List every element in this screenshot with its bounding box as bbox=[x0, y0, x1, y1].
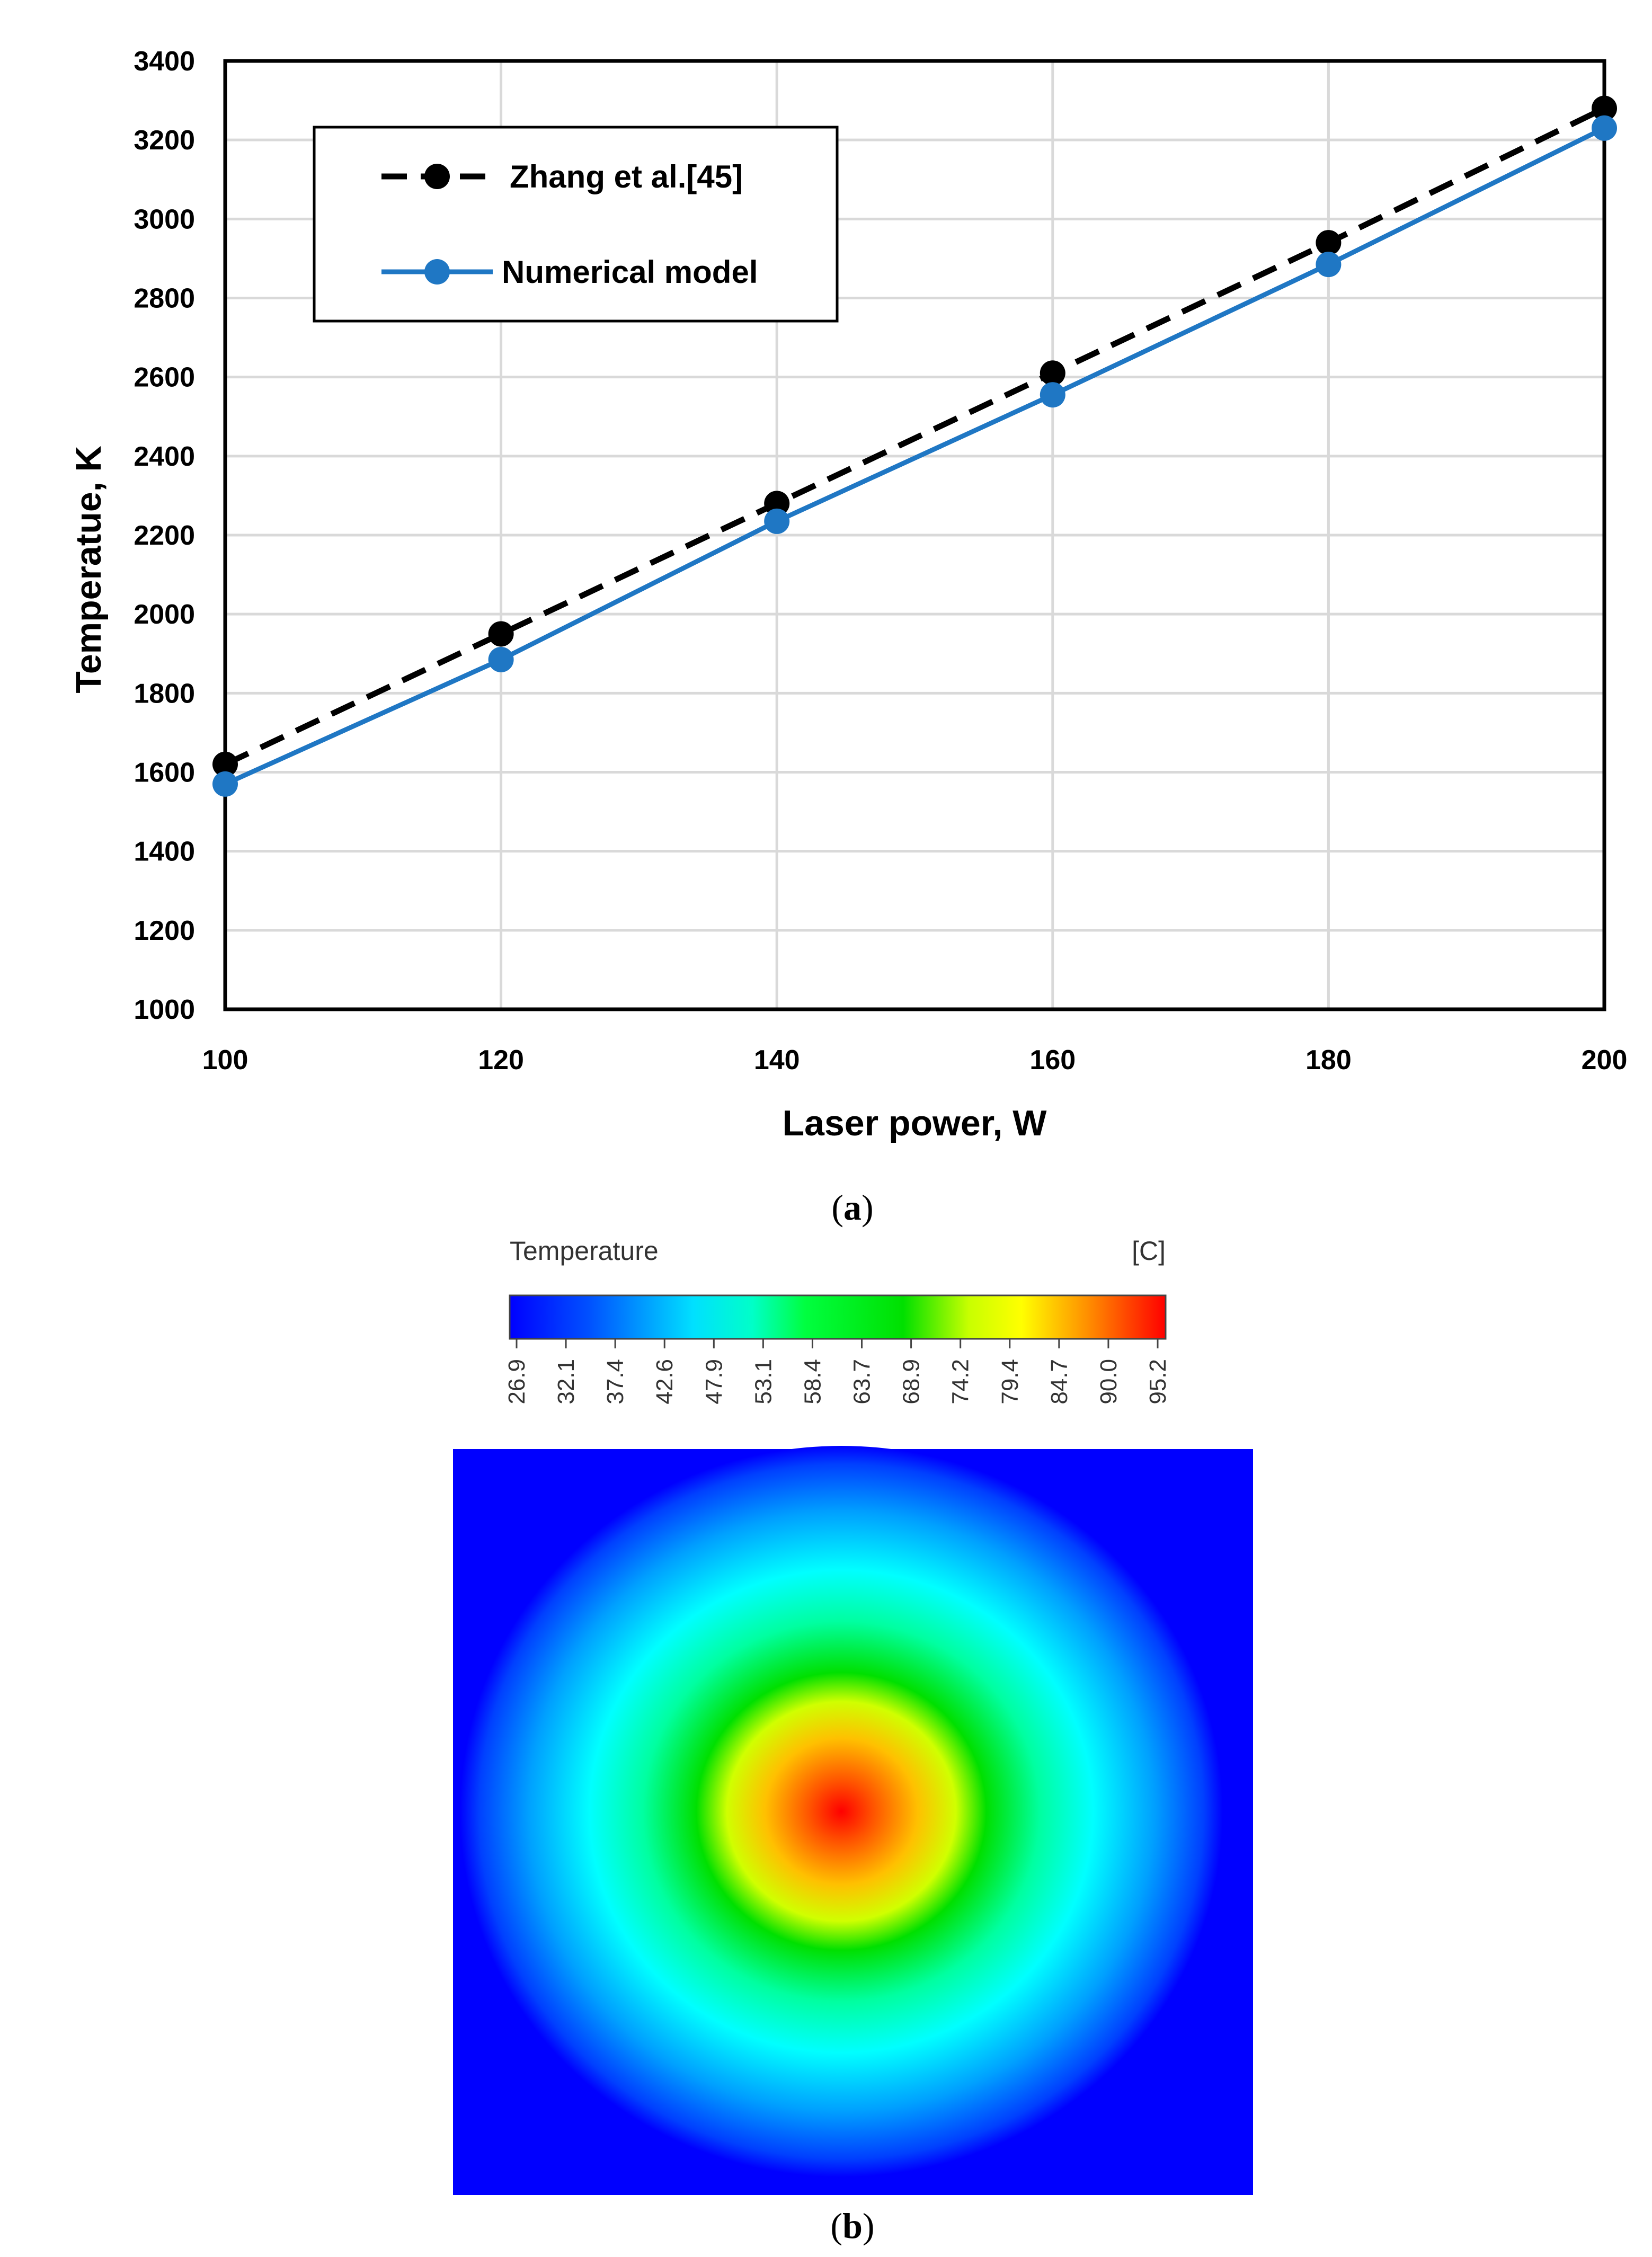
y-tick-label: 1800 bbox=[134, 678, 195, 709]
y-tick-label: 1400 bbox=[134, 837, 195, 867]
y-tick-label: 1200 bbox=[134, 916, 195, 946]
y-tick-labels: 1000 1200 1400 1600 1800 2000 2200 2400 2600 2800… bbox=[134, 46, 195, 1025]
data-point bbox=[1592, 115, 1617, 141]
data-point bbox=[212, 771, 238, 797]
y-axis-title: Temperatue, K bbox=[68, 446, 109, 693]
series-numerical-model bbox=[212, 115, 1617, 797]
series-line bbox=[224, 126, 1605, 786]
x-axis-title: Laser power, W bbox=[783, 1103, 1047, 1143]
y-tick-label: 2600 bbox=[134, 362, 195, 393]
x-tick-label: 200 bbox=[1582, 1045, 1628, 1076]
legend-marker-zhang bbox=[424, 164, 450, 189]
series-line bbox=[224, 105, 1606, 767]
colorbar-title: Temperature bbox=[510, 1236, 659, 1266]
series-layer bbox=[212, 95, 1617, 797]
y-tick-label: 2400 bbox=[134, 441, 195, 472]
caption-b: (b) bbox=[830, 2206, 874, 2246]
data-point bbox=[764, 491, 790, 517]
y-tick-label: 1000 bbox=[134, 994, 195, 1025]
y-tick-label: 3000 bbox=[134, 204, 195, 235]
data-point bbox=[212, 751, 238, 777]
data-point bbox=[764, 508, 790, 534]
colorbar-tick-label: 84.7 bbox=[1046, 1359, 1072, 1405]
line-chart-panel: 1000 1200 1400 1600 1800 2000 2200 2400 2600 2800… bbox=[68, 46, 1627, 1228]
y-tick-label: 3200 bbox=[134, 125, 195, 156]
x-tick-label: 120 bbox=[478, 1045, 524, 1076]
x-tick-label: 100 bbox=[202, 1045, 248, 1076]
y-tick-label: 2200 bbox=[134, 520, 195, 551]
legend: Zhang et al.[45] Numerical model bbox=[313, 126, 839, 323]
colorbar bbox=[509, 1294, 1167, 1340]
data-point bbox=[1316, 230, 1342, 256]
y-tick-label: 2800 bbox=[134, 283, 195, 314]
colorbar-tick-label: 58.4 bbox=[800, 1359, 825, 1405]
colorbar-tick-label: 74.2 bbox=[948, 1359, 974, 1405]
x-tick-label: 140 bbox=[754, 1045, 800, 1076]
legend-box bbox=[313, 126, 839, 323]
colorbar-tick-label: 68.9 bbox=[899, 1359, 925, 1405]
legend-label-zhang: Zhang et al.[45] bbox=[510, 159, 743, 194]
data-point bbox=[488, 621, 514, 647]
colorbar-tick-labels: 26.9 32.1 37.4 42.6 47.9 53.1 58.4 63.7 68.9 74.2… bbox=[504, 1339, 1171, 1405]
colorbar-tick-label: 47.9 bbox=[701, 1359, 727, 1405]
x-tick-label: 160 bbox=[1029, 1045, 1076, 1076]
data-point bbox=[1040, 382, 1065, 408]
data-point bbox=[1592, 95, 1617, 121]
y-tick-label: 1600 bbox=[134, 758, 195, 788]
series-zhang bbox=[212, 95, 1617, 777]
x-tick-label: 180 bbox=[1305, 1045, 1352, 1076]
data-point bbox=[1040, 360, 1065, 386]
colorbar-tick-label: 32.1 bbox=[553, 1359, 579, 1405]
legend-label-numerical: Numerical model bbox=[502, 254, 758, 290]
colorbar-tick-label: 90.0 bbox=[1096, 1359, 1122, 1405]
colorbar-tick-label: 37.4 bbox=[602, 1359, 628, 1405]
y-tick-label: 2000 bbox=[134, 599, 195, 630]
legend-marker-numerical bbox=[424, 259, 450, 285]
colorbar-tick-label: 26.9 bbox=[504, 1359, 530, 1405]
plot-area-frame bbox=[223, 59, 1606, 1011]
colorbar-tick-label: 95.2 bbox=[1145, 1359, 1171, 1405]
colorbar-tick-label: 42.6 bbox=[652, 1359, 678, 1405]
caption-a: (a) bbox=[831, 1187, 873, 1228]
data-point bbox=[1316, 252, 1342, 278]
heatmap-panel: Temperature [C] 26.9 32.1 37.4 42.6 47.9 53.1… bbox=[453, 1236, 1253, 2246]
heatmap-temperature-field bbox=[460, 1446, 1223, 2177]
colorbar-unit: [C] bbox=[1132, 1236, 1166, 1266]
y-tick-label: 3400 bbox=[134, 46, 195, 77]
x-tick-labels: 100 120 140 160 180 200 bbox=[202, 1045, 1628, 1076]
colorbar-tick-label: 79.4 bbox=[997, 1359, 1023, 1405]
data-point bbox=[488, 646, 514, 672]
colorbar-tick-label: 63.7 bbox=[849, 1359, 875, 1405]
colorbar-tick-label: 53.1 bbox=[750, 1359, 776, 1405]
